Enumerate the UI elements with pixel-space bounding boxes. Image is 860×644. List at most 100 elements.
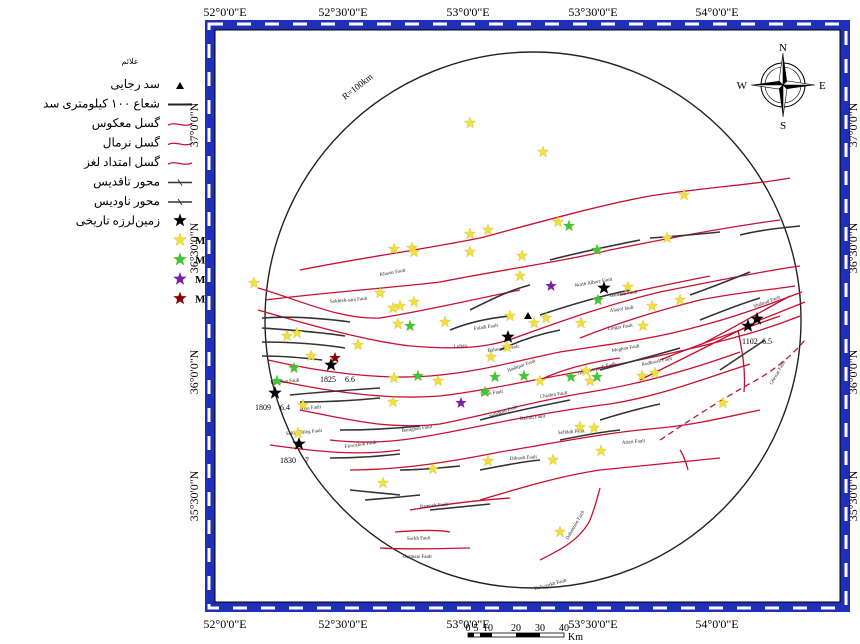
legend-item: شعاع ۱۰۰ کیلومتری سد [43, 97, 192, 111]
earthquake-star-icon [574, 420, 586, 433]
legend-star-icon [173, 291, 187, 305]
earthquake-star-icon [297, 398, 309, 411]
fault-label: Bashm Fault [520, 414, 546, 422]
earthquake-star-icon [528, 316, 540, 329]
earthquake-star-icon [271, 374, 283, 387]
earthquake-star-icon [408, 245, 420, 258]
top-label: 52°30'0"E [318, 5, 367, 19]
fault-label: Rudbarak Fault [641, 357, 673, 368]
scale-unit: Km [568, 632, 583, 643]
earthquake-star-icon [622, 280, 634, 293]
fault-label: Khazar Fault [379, 268, 406, 278]
earthquake-star-icon [485, 350, 497, 363]
legend-label: گسل معکوس [92, 116, 160, 130]
earthquake-star-icon [281, 329, 293, 342]
earthquake-star-icon [489, 370, 501, 383]
legend-label: سد رجایی [110, 77, 160, 91]
fault-label: Sefidab Fault [558, 429, 586, 436]
earthquake-star-icon [540, 311, 552, 324]
fault-label: Sokhteh-sara Fault [330, 297, 369, 305]
compass-e: E [819, 80, 826, 92]
earthquake-star-icon [563, 219, 575, 232]
historical-quake-labels: 1825 6.6 1809 6.4 1830 7 1102 6.5 [255, 337, 772, 465]
legend-star-icon [173, 272, 187, 285]
earthquake-star-icon [439, 315, 451, 328]
earthquake-star-icon [501, 340, 513, 353]
historical-quake-star-icon [292, 437, 306, 450]
earthquake-star-icon [374, 286, 386, 299]
top-label: 53°0'0"E [446, 5, 489, 19]
legend-item: گسل نرمال [103, 136, 193, 150]
quake-magnitude: 6.5 [762, 337, 772, 346]
left-label: 36°0'0"N [187, 349, 201, 394]
earthquake-star-icon [545, 280, 557, 291]
fault-label: Ramneh Fault [420, 503, 449, 510]
fault-label: North Alborz Fault [574, 277, 613, 289]
earthquake-star-icon [592, 293, 604, 306]
right-label: 37°0'0"N [846, 102, 860, 147]
legend-label: محور تاقدیس [93, 175, 160, 189]
earthquake-star-icon [288, 361, 300, 374]
earthquake-star-icon [464, 116, 476, 129]
earthquake-star-icon [387, 395, 399, 408]
historical-quake-star-icon [268, 386, 282, 399]
scale-tick: 5 [474, 623, 479, 634]
left-label: 35°30'0"N [187, 470, 201, 521]
compass-s: S [780, 120, 786, 132]
left-label: 36°30'0"N [187, 222, 201, 273]
earthquake-star-icon [388, 371, 400, 384]
legend-item: سد رجایی [110, 77, 184, 91]
legend-item: زمین‌لرزه تاریخی [76, 213, 187, 228]
bottom-label: 53°0'0"E [446, 617, 489, 631]
earthquake-star-icon [588, 421, 600, 434]
earthquake-star-icon [329, 352, 341, 363]
historical-quake-star-icon [750, 312, 764, 325]
earthquake-star-icon [479, 385, 491, 398]
earthquake-star-icon [552, 215, 564, 228]
legend-item: محور ناودیس [94, 194, 192, 208]
top-label: 52°0'0"E [203, 5, 246, 19]
bottom-label: 54°0'0"E [695, 617, 738, 631]
earthquake-star-icon [427, 462, 439, 475]
fault-label: Taleghan Fault [270, 378, 301, 386]
right-label: 36°0'0"N [846, 349, 860, 394]
quake-year: 1830 [280, 456, 296, 465]
legend-label: زمین‌لرزه تاریخی [76, 214, 160, 228]
axis-labels: 52°0'0"E 52°30'0"E 53°0'0"E 53°30'0"E 54… [187, 5, 860, 631]
fault-label: Alayol fault [610, 306, 635, 314]
fault-label: Lasgar Fault [608, 323, 634, 332]
historical-quake-star-icon [741, 319, 755, 332]
earthquake-star-icon [292, 426, 304, 439]
earthquake-markers [248, 116, 764, 538]
earthquake-star-icon [591, 370, 603, 383]
earthquake-star-icon [661, 231, 673, 244]
earthquake-star-icon [516, 249, 528, 262]
quake-magnitude: 6.6 [345, 375, 355, 384]
scale-tick: 0 [466, 623, 471, 634]
dam-marker [524, 312, 532, 319]
fault-label: Sorkh Fault [407, 536, 431, 542]
earthquake-star-icon [537, 145, 549, 158]
compass-rose: N S E W [737, 42, 826, 132]
earthquake-star-icon [412, 369, 424, 382]
earthquake-star-icon [392, 317, 404, 330]
historical-quake-star-icon [324, 358, 338, 371]
right-label: 35°30'0"N [846, 470, 860, 521]
fault-label: Diktash Fault [510, 455, 538, 462]
historical-quake-star-icon [501, 330, 515, 343]
earthquake-star-icon [534, 374, 546, 387]
compass-w: W [737, 80, 748, 92]
earthquake-star-icon [636, 369, 648, 382]
earthquake-star-icon [575, 316, 587, 329]
earthquake-star-icon [595, 444, 607, 457]
earthquake-star-icon [388, 242, 400, 255]
legend-star-icon [173, 213, 187, 227]
earthquake-star-icon [547, 453, 559, 466]
top-label: 54°0'0"E [695, 5, 738, 19]
fault-label: Fuladi Fault [474, 324, 499, 332]
earthquake-star-icon [352, 338, 364, 351]
earthquake-star-icon [591, 243, 603, 256]
legend-star-icon [173, 252, 187, 266]
earthquake-star-icon [518, 369, 530, 382]
earthquake-star-icon [649, 366, 661, 379]
